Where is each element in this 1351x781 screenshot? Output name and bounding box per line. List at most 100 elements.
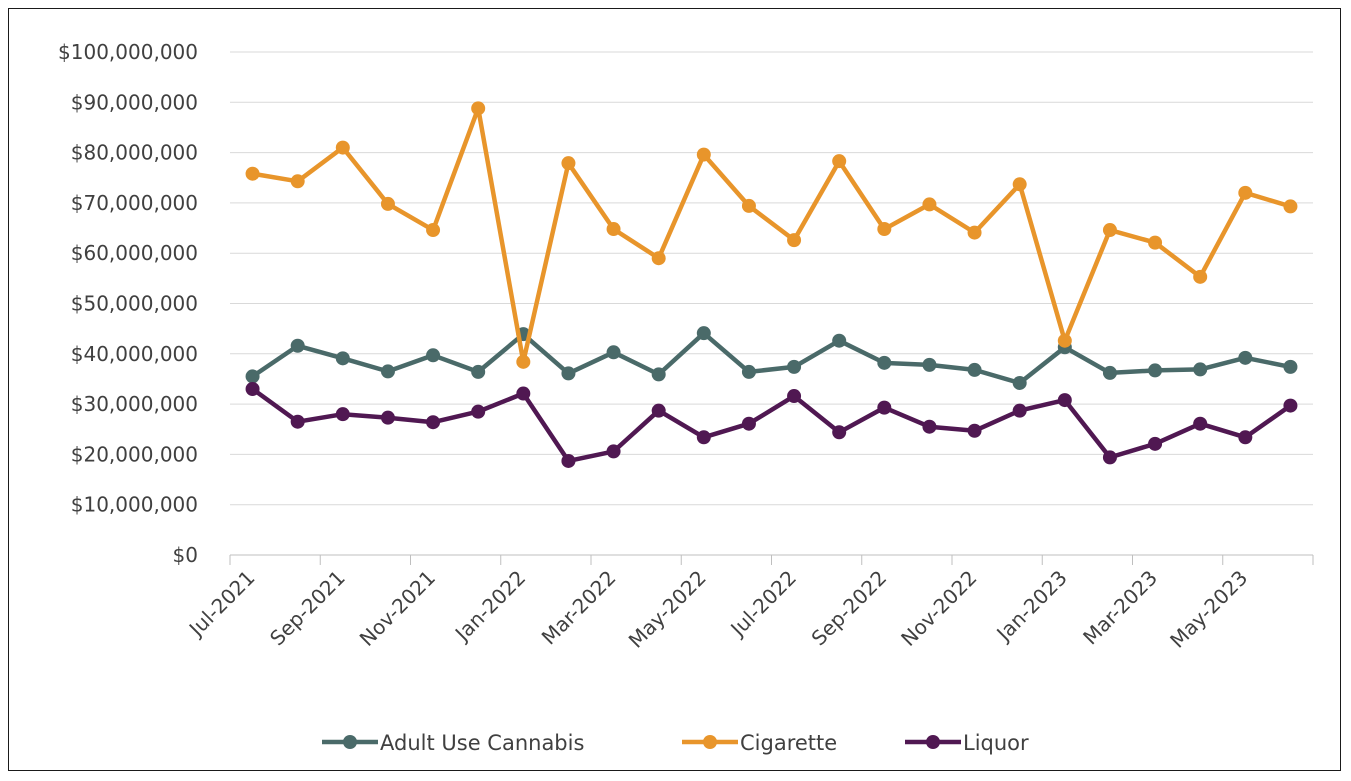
- data-point: [1148, 235, 1163, 250]
- data-point: [787, 389, 802, 404]
- data-point: [380, 410, 395, 425]
- data-point: [832, 425, 847, 440]
- data-point: [696, 430, 711, 445]
- data-point: [1057, 393, 1072, 408]
- y-tick-label: $40,000,000: [71, 342, 198, 366]
- legend-item: Adult Use Cannabis: [322, 731, 584, 755]
- data-point: [1012, 375, 1027, 390]
- x-tick-label: Nov-2021: [355, 566, 440, 651]
- data-point: [606, 444, 621, 459]
- data-point: [787, 233, 802, 248]
- data-point: [877, 400, 892, 415]
- chart-frame: [8, 8, 1341, 771]
- data-point: [1012, 177, 1027, 192]
- y-axis-tick-labels: $0 $10,000,000 $20,000,000 $30,000,000 $40,0…: [58, 40, 198, 567]
- series-adult-use-cannabis: [245, 326, 1298, 390]
- gridlines: [230, 51, 1313, 506]
- data-point: [561, 366, 576, 381]
- data-point: [1238, 185, 1253, 200]
- data-point: [877, 355, 892, 370]
- data-point: [1148, 436, 1163, 451]
- data-point: [787, 359, 802, 374]
- data-point: [1102, 365, 1117, 380]
- data-point: [516, 386, 531, 401]
- data-point: [1193, 269, 1208, 284]
- data-point: [1283, 359, 1298, 374]
- legend-item: Cigarette: [682, 731, 837, 755]
- data-point: [471, 101, 486, 116]
- y-tick-label: $100,000,000: [58, 40, 198, 64]
- x-tick-label: Sep-2022: [807, 566, 892, 651]
- y-tick-label: $70,000,000: [71, 191, 198, 215]
- data-point: [1012, 403, 1027, 418]
- x-tick-label: Mar-2023: [1078, 566, 1162, 650]
- legend-swatch-marker: [703, 735, 717, 749]
- legend-swatch-marker: [343, 735, 357, 749]
- data-point: [651, 403, 666, 418]
- data-point: [877, 222, 892, 237]
- x-tick-label: Mar-2022: [537, 566, 621, 650]
- data-point: [967, 225, 982, 240]
- data-point: [651, 367, 666, 382]
- data-point: [290, 338, 305, 353]
- y-tick-label: $20,000,000: [71, 442, 198, 466]
- data-point: [606, 222, 621, 237]
- data-point: [741, 198, 756, 213]
- data-point: [335, 351, 350, 366]
- legend: Adult Use Cannabis Cigarette Liquor: [322, 731, 1029, 755]
- data-point: [1193, 416, 1208, 431]
- data-point: [922, 419, 937, 434]
- data-point: [516, 354, 531, 369]
- data-point: [290, 174, 305, 189]
- series-group: [245, 101, 1298, 468]
- axes: [229, 554, 1314, 565]
- y-tick-label: $10,000,000: [71, 493, 198, 517]
- data-point: [1193, 362, 1208, 377]
- data-point: [1057, 333, 1072, 348]
- x-tick-label: May-2023: [1165, 566, 1252, 653]
- legend-item: Liquor: [905, 731, 1029, 755]
- data-point: [1283, 398, 1298, 413]
- data-point: [1102, 223, 1117, 238]
- data-point: [606, 345, 621, 360]
- x-tick-label: Jul-2022: [724, 566, 801, 643]
- series-line: [250, 106, 1293, 365]
- data-point: [741, 416, 756, 431]
- x-tick-label: May-2022: [624, 566, 711, 653]
- data-point: [561, 453, 576, 468]
- data-point: [290, 414, 305, 429]
- series-cigarette: [245, 101, 1298, 369]
- legend-label: Adult Use Cannabis: [380, 731, 584, 755]
- x-tick-label: Jul-2021: [183, 566, 260, 643]
- data-point: [561, 156, 576, 171]
- data-point: [967, 362, 982, 377]
- y-tick-label: $0: [173, 543, 198, 567]
- data-point: [426, 415, 441, 430]
- x-tick-label: Jan-2022: [449, 566, 530, 647]
- x-axis-tick-labels: Jul-2021 Sep-2021 Nov-2021 Jan-2022 Mar-2022…: [183, 566, 1252, 653]
- data-point: [335, 407, 350, 422]
- data-point: [426, 223, 441, 238]
- data-point: [967, 423, 982, 438]
- data-point: [741, 364, 756, 379]
- data-point: [922, 357, 937, 372]
- data-point: [426, 348, 441, 363]
- y-tick-label: $30,000,000: [71, 392, 198, 416]
- data-point: [832, 333, 847, 348]
- data-point: [1238, 350, 1253, 365]
- data-point: [245, 382, 260, 397]
- data-point: [651, 251, 666, 266]
- legend-label: Cigarette: [740, 731, 837, 755]
- series-line: [250, 386, 1293, 464]
- data-point: [245, 369, 260, 384]
- y-tick-label: $90,000,000: [71, 90, 198, 114]
- y-tick-label: $60,000,000: [71, 241, 198, 265]
- data-point: [832, 154, 847, 169]
- series-line: [250, 330, 1293, 386]
- data-point: [471, 364, 486, 379]
- data-point: [245, 166, 260, 181]
- y-tick-label: $50,000,000: [71, 292, 198, 316]
- x-tick-label: Jan-2023: [991, 566, 1072, 647]
- data-point: [380, 196, 395, 211]
- x-tick-label: Nov-2022: [896, 566, 981, 651]
